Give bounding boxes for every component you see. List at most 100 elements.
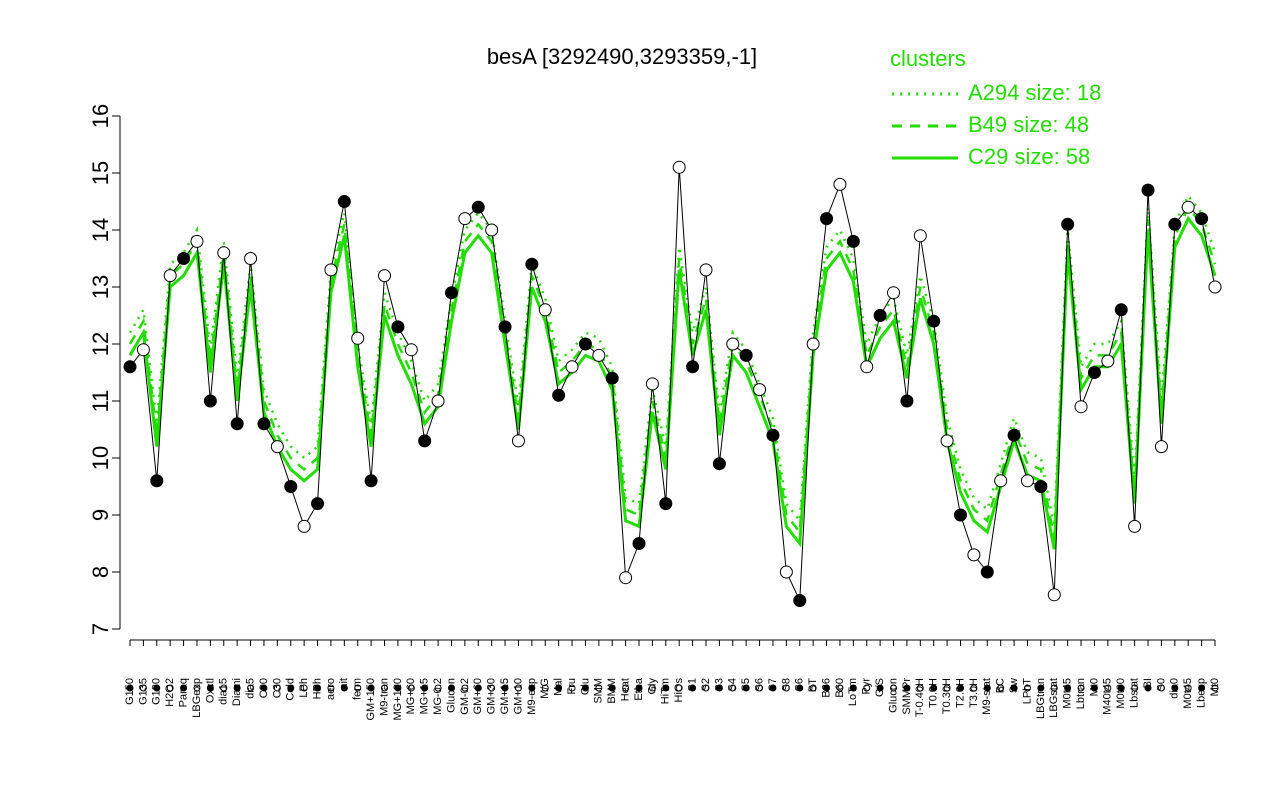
x-tick-label: LoTm [847,678,859,706]
point [1020,474,1034,488]
point [1007,428,1021,442]
point [779,565,793,579]
point [498,320,512,334]
x-dot [622,684,630,692]
point [766,428,780,442]
point [163,269,177,283]
x-dot [314,684,322,692]
point [1208,280,1222,294]
x-tick-label: BMM [606,678,618,704]
point [565,360,579,374]
point [1181,200,1195,214]
point [391,320,405,334]
x-dot [287,684,295,692]
point [190,234,204,248]
point [967,548,981,562]
point [686,360,700,374]
x-tick-label: T2.0H [954,678,966,708]
x-dot [970,684,978,692]
x-tick-label: M0t90 [1115,678,1127,709]
x-dot [943,684,951,692]
x-dot [193,684,201,692]
x-tick-label: MG+15 [419,678,431,714]
x-dot [300,684,308,692]
x-tick-label: S4 [727,678,739,691]
point [1128,519,1142,533]
x-dot [1023,684,1031,692]
x-dot [514,684,522,692]
x-tick-label: Paraq [177,678,189,707]
x-dot [1117,684,1125,692]
point [538,303,552,317]
point [1168,217,1182,231]
x-tick-label: dia15 [218,678,230,705]
x-tick-label: T-0.40H [914,678,926,717]
point [123,360,137,374]
y-tick-label: 16 [88,104,113,128]
point [1061,217,1075,231]
x-tick-label: BC [995,678,1007,693]
x-dot [488,684,496,692]
chart-title: besA [3292490,3293359,-1] [487,44,757,69]
x-dot [541,684,549,692]
x-tick-label: Glu [579,678,591,695]
x-tick-label: Lbexp [1196,678,1208,708]
point [820,212,834,226]
point [927,314,941,328]
x-tick-label: GM+150 [365,678,377,721]
point [136,343,150,357]
x-tick-label: Oxctl [204,678,216,703]
x-dot [474,684,482,692]
point [726,337,740,351]
point [1114,303,1128,317]
x-dot [501,684,509,692]
point [1101,354,1115,368]
x-tick-label: aero [325,678,337,700]
point [270,440,284,454]
x-dot [1131,684,1139,692]
y-tick-label: 7 [88,623,113,635]
point [471,200,485,214]
x-dot [528,684,536,692]
x-tick-label: GM+10 [512,678,524,714]
x-dot [1171,684,1179,692]
legend-label: B49 size: 48 [968,112,1089,137]
x-dot [1037,684,1045,692]
point [1074,400,1088,414]
x-dot [756,684,764,692]
point [753,383,767,397]
x-dot [581,684,589,692]
x-tick-label: S3 [713,678,725,691]
x-tick-label: M40t45 [1102,678,1114,715]
x-dot [796,684,804,692]
x-tick-label: T3.0H [968,678,980,708]
x-tick-label: S6 [794,678,806,691]
x-dot [247,684,255,692]
x-tick-label: Cold [285,678,297,701]
x-tick-label: Fru [566,678,578,695]
x-tick-label: HiTm [660,678,672,704]
x-dot [407,684,415,692]
point [887,286,901,300]
x-tick-label: Lbtran [1075,678,1087,709]
point [900,394,914,408]
x-tick-label: H2O2 [164,678,176,707]
x-tick-label: LBGstat [1048,678,1060,718]
x-tick-label: LBGtran [1035,678,1047,719]
point [645,377,659,391]
point [217,246,231,260]
point [699,263,713,277]
point [873,309,887,322]
x-tick-label: GM+60 [472,678,484,714]
x-tick-label: HiOs [673,678,685,703]
y-tick-label: 10 [88,446,113,470]
x-tick-label: HPh [311,678,323,699]
y-tick-label: 11 [88,390,113,413]
y-tick-label: 8 [88,566,113,578]
point [297,519,311,533]
point [431,394,445,408]
point [833,177,847,191]
point [860,360,874,374]
x-tick-label: S8 [780,678,792,691]
point [1087,366,1101,379]
